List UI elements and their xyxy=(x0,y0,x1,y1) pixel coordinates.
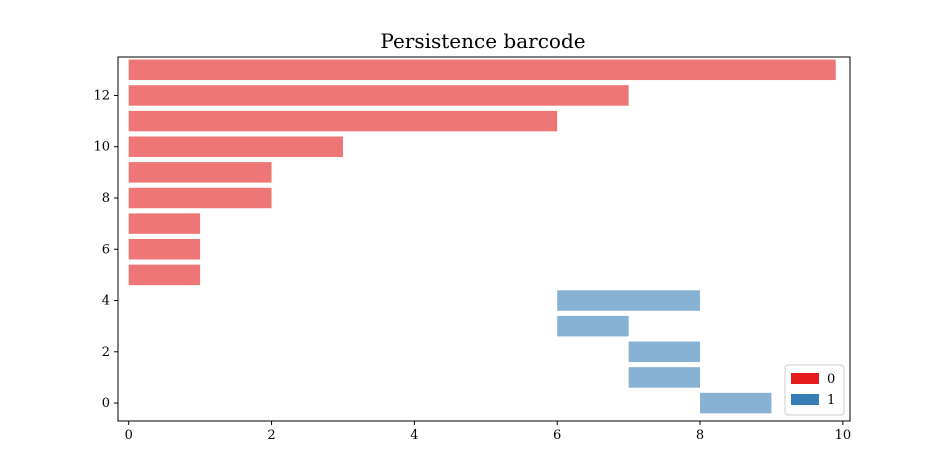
legend-label-1: 1 xyxy=(827,393,835,408)
x-tick-label-0: 0 xyxy=(125,428,133,443)
bar-dim1-4 xyxy=(557,290,701,311)
legend-swatch-0 xyxy=(791,373,819,384)
legend-label-0: 0 xyxy=(827,372,835,387)
chart-title: Persistence barcode xyxy=(380,29,585,53)
bar-dim1-2 xyxy=(628,341,701,363)
bar-dim1-0 xyxy=(700,392,772,414)
legend-swatch-1 xyxy=(791,394,819,405)
bar-dim0-8 xyxy=(128,59,836,81)
y-tick-label-2: 4 xyxy=(102,294,110,309)
x-tick-label-1: 2 xyxy=(267,428,275,443)
plot-frame xyxy=(117,56,851,422)
x-tick-label-2: 4 xyxy=(410,428,418,443)
bar-dim0-1 xyxy=(128,239,201,260)
x-tick-label-4: 8 xyxy=(696,428,704,443)
bar-dim0-4 xyxy=(128,162,272,183)
x-tick-label-3: 6 xyxy=(553,428,561,443)
y-tick-label-6: 12 xyxy=(93,88,110,103)
bar-dim0-7 xyxy=(128,85,629,106)
x-axis: 0 2 4 6 8 10 xyxy=(125,421,852,443)
legend: 01 xyxy=(784,364,845,416)
y-axis: 0 2 4 6 8 10 12 xyxy=(93,88,118,411)
y-tick-label-4: 8 xyxy=(102,191,110,206)
y-tick-label-0: 0 xyxy=(102,396,110,411)
bar-dim1-3 xyxy=(557,315,629,337)
bar-dim0-0 xyxy=(128,264,201,286)
bars-group xyxy=(128,59,836,414)
x-tick-label-5: 10 xyxy=(835,428,852,443)
y-tick-label-1: 2 xyxy=(102,345,110,360)
bar-dim1-1 xyxy=(628,367,701,388)
bar-dim0-5 xyxy=(128,136,343,157)
bar-dim0-6 xyxy=(128,110,558,132)
y-tick-label-3: 6 xyxy=(102,242,110,257)
bar-dim0-2 xyxy=(128,213,201,234)
y-tick-label-5: 10 xyxy=(93,140,110,155)
bar-dim0-3 xyxy=(128,187,272,209)
